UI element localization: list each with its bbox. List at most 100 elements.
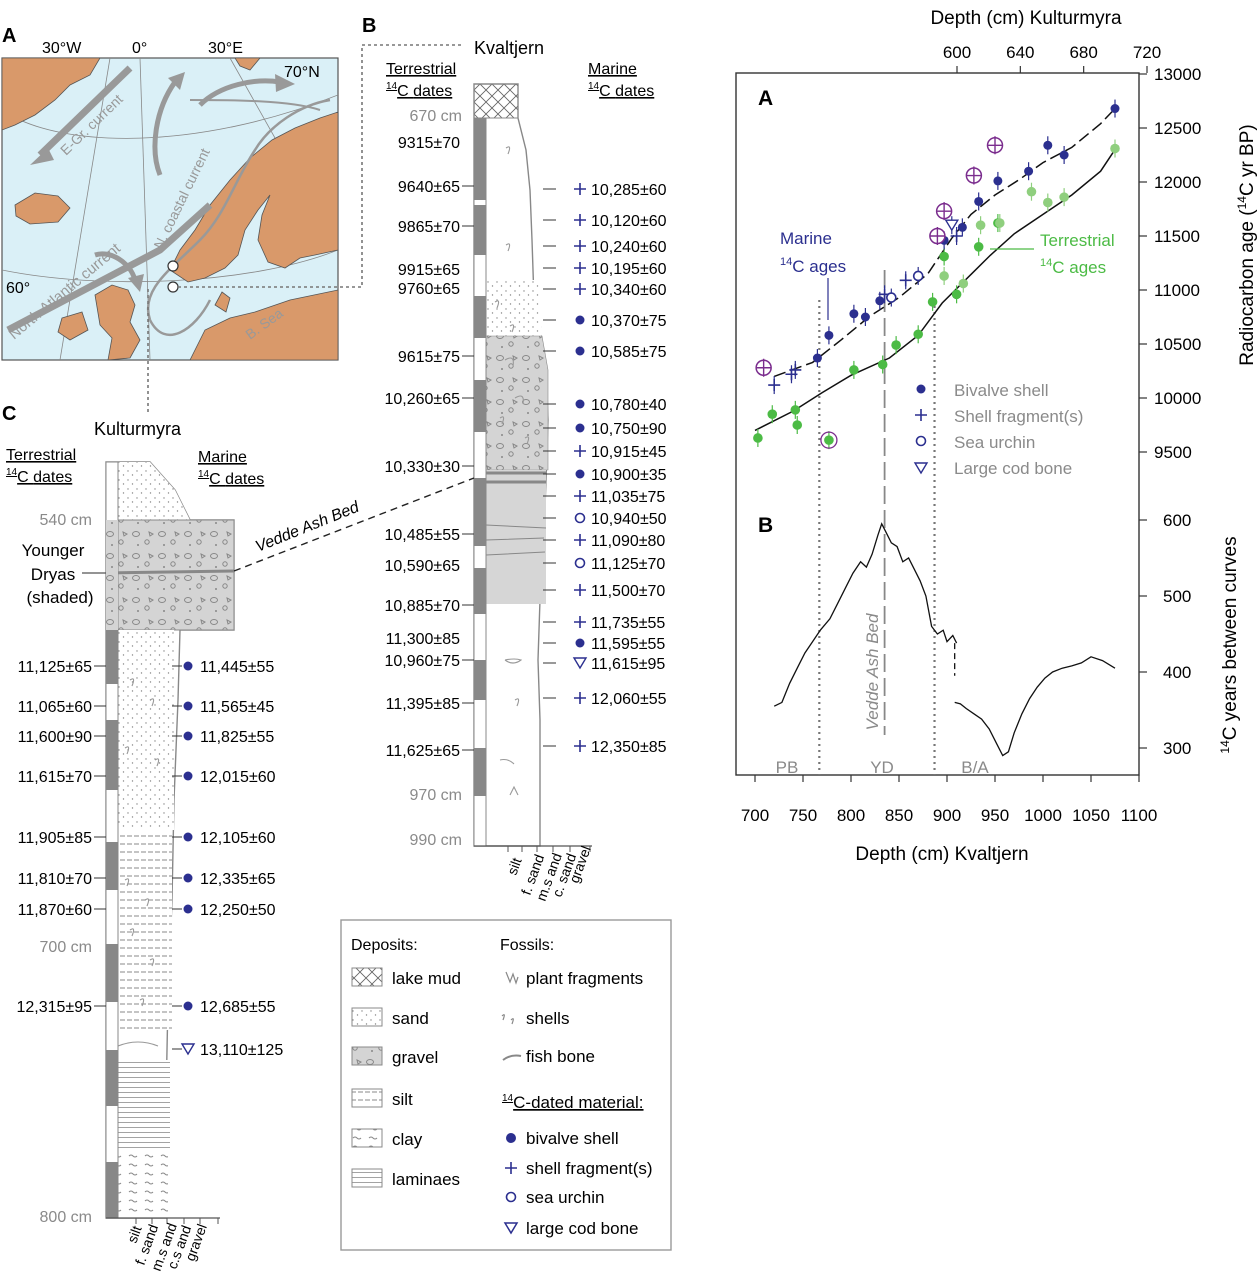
vedde-ash-connector: [233, 477, 475, 572]
marine-point: [912, 270, 924, 282]
terrestrial-point: [995, 218, 1005, 228]
b-marine-date: 11,090±80: [591, 533, 665, 550]
chart-letter-a: A: [758, 87, 773, 110]
x-tick-label: 1100: [1121, 806, 1158, 825]
marine-series-label: Marine: [780, 229, 832, 248]
zone-reference-lines: [818, 270, 936, 775]
b-terrestrial-date: 10,590±65: [384, 558, 460, 575]
c-marine-date: 12,015±60: [200, 769, 276, 786]
y-tick-label-b: 300: [1163, 739, 1191, 758]
marine-point: [875, 296, 885, 306]
marine-point: [1110, 104, 1120, 114]
legend-swatch-laminaes: [351, 1168, 383, 1188]
legend-fossil-1: shells: [526, 1009, 569, 1028]
c-terrestrial-date: 12,315±95: [16, 999, 92, 1016]
y-axis-title-b: 14C years between curves: [1218, 536, 1241, 753]
c-terrestrial-date: 11,810±70: [18, 871, 92, 888]
y-tick-label-a: 10000: [1154, 389, 1201, 408]
x-tick-label: 1050: [1072, 806, 1110, 825]
legend-deposits-title: Deposits:: [351, 937, 418, 954]
c-depth-540: 540 cm: [40, 512, 92, 529]
marine-series-label-2: 14C ages: [780, 256, 846, 276]
legend-swatch-clay: [351, 1128, 383, 1148]
c-marine-header: Marine: [198, 449, 247, 466]
legend-shell-icon: [501, 1014, 514, 1025]
b-terrestrial-date: 9640±65: [398, 179, 460, 196]
c-terrestrial-date: 11,615±70: [18, 769, 92, 786]
terrestrial-point: [939, 251, 949, 262]
b-marine-date: 12,060±55: [591, 691, 667, 708]
b-marine-symbol: [574, 240, 586, 252]
b-marine-dates: 10,285±60 10,120±60 10,240±60 10,195±60 10,3…: [543, 182, 667, 756]
b-marine-date: 10,240±60: [591, 239, 667, 256]
c-marine-symbol: [183, 1001, 193, 1011]
b-marine-date: 11,125±70: [591, 556, 665, 573]
x-axis-ticks: 700 750 800 850 900 950 1000 1050 1100: [741, 775, 1157, 825]
x2-tick-label: 600: [943, 43, 971, 62]
b-marine-date: 10,370±75: [591, 313, 667, 330]
y-tick-label-a: 11500: [1154, 227, 1200, 246]
terrestrial-point: [1110, 143, 1120, 154]
difference-series: [773, 522, 1116, 757]
yd-label-1: Younger: [22, 541, 85, 560]
y-tick-label-a: 9500: [1154, 443, 1192, 462]
zone-label-pb: PB: [776, 758, 799, 777]
b-marine-date: 10,585±75: [591, 344, 667, 361]
panel-b-letter: B: [362, 15, 376, 37]
marine-outlier-cross: [930, 227, 945, 245]
kvaltjern-leader: [178, 44, 462, 288]
c-terrestrial-date: 11,125±65: [18, 659, 92, 676]
b-terrestrial-date: 9760±65: [398, 281, 460, 298]
x2-tick-label: 720: [1133, 43, 1161, 62]
b-marine-date: 10,120±60: [591, 213, 667, 230]
marine-point: [993, 176, 1003, 186]
b-marine-date: 10,900±35: [591, 467, 667, 484]
b-marine-symbol: [574, 445, 586, 457]
legend-deposit-2: gravel: [392, 1048, 438, 1067]
legend-fish-bone-icon: [502, 1054, 522, 1061]
c-marine-symbol: [183, 904, 193, 914]
b-marine-header-2: 14C dates: [588, 81, 654, 100]
c-marine-date: 12,105±60: [200, 830, 276, 847]
b-terrestrial-date: 10,485±55: [384, 527, 460, 544]
b-marine-symbol: [574, 584, 586, 596]
legend-dated-title: 14C-dated material:: [502, 1093, 644, 1112]
chart-legend-0: Bivalve shell: [954, 381, 1049, 400]
marine-point: [824, 330, 834, 340]
marine-point: [860, 312, 870, 322]
b-marine-symbol: [574, 490, 586, 502]
kvaltjern-column-panel: B Kvaltjern Terrestrial 14C dates Marine…: [362, 15, 667, 903]
c-terr-header: Terrestrial: [6, 447, 76, 464]
c-marine-date: 12,335±65: [200, 871, 276, 888]
b-grain-silt: silt: [504, 855, 525, 877]
c-terrestrial-date: 11,065±60: [18, 699, 92, 716]
c-marine-header-2: 14C dates: [198, 469, 264, 488]
b-marine-symbol: [575, 423, 585, 433]
legend-swatch-gravel: [351, 1046, 383, 1066]
yd-label-3: (shaded): [26, 588, 93, 607]
x-tick-label: 900: [933, 806, 961, 825]
north-atlantic-current-arrow: [6, 202, 213, 334]
c-marine-dates: 11,445±55 11,565±45 11,825±55 12,015±60 12,1…: [172, 659, 283, 1059]
panel-c-letter: C: [2, 403, 16, 425]
c-terrestrial-dates: 11,125±65 11,065±60 11,600±90 11,615±70 11,9…: [16, 659, 106, 1016]
egr-current-arrow: [37, 65, 133, 158]
chart-ash-label: Vedde Ash Bed: [863, 613, 882, 730]
c-marine-date: 13,110±125: [200, 1042, 283, 1059]
x2-tick-label: 680: [1069, 43, 1097, 62]
c-terrestrial-date: 11,600±90: [18, 729, 92, 746]
legend-fossils-title: Fossils:: [500, 937, 554, 954]
terrestrial-point: [939, 271, 949, 281]
terrestrial-point: [792, 420, 803, 430]
legend-fragment-icon: [505, 1162, 517, 1174]
lat-70n: 70°N: [284, 64, 320, 81]
b-marine-symbol: [574, 534, 586, 546]
terrestrial-point: [975, 220, 986, 230]
c-marine-date: 12,250±50: [200, 902, 276, 919]
c-marine-date: 11,825±55: [200, 729, 274, 746]
b-marine-symbol: [574, 692, 586, 704]
b-marine-date: 12,350±85: [591, 739, 667, 756]
terrestrial-point: [767, 409, 778, 420]
b-marine-date: 10,750±90: [591, 421, 667, 438]
b-terrestrial-dates: 9315±70 9640±65 9865±70 9915±65 9760±65 9615±…: [384, 135, 474, 760]
